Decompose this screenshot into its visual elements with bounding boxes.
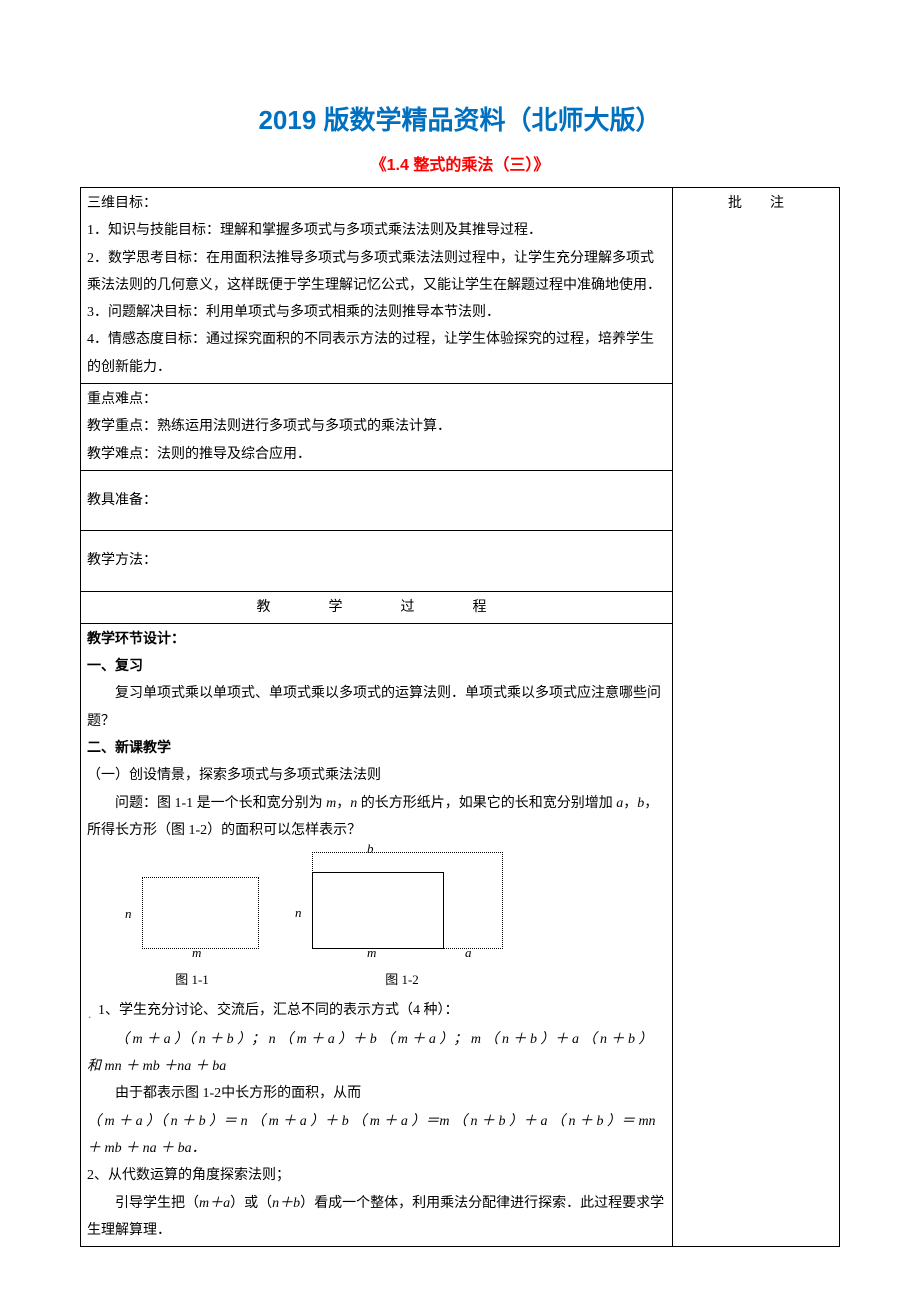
s2-heading: 二、新课教学: [87, 735, 666, 762]
annotation-header: 批 注: [728, 196, 784, 211]
figure-2-col: b n m a 图 1-2: [297, 852, 507, 992]
fig1-n-label: n: [125, 901, 132, 926]
fig2-ext-right: [442, 852, 503, 949]
text: ，: [336, 796, 350, 811]
fig1-caption: 图 1-1: [175, 967, 209, 992]
fig2-a-label: a: [465, 940, 472, 965]
method-heading: 教学方法：: [87, 553, 157, 568]
text: 问题：图 1-1 是一个长和宽分别为: [115, 796, 326, 811]
figure-2: b n m a: [297, 852, 507, 947]
keypoint-line: 教学难点：法则的推导及综合应用．: [87, 441, 666, 468]
text: ）或（: [230, 1196, 272, 1211]
expr: n＋b: [272, 1196, 300, 1211]
process-body-cell: 教学环节设计： 一、复习 复习单项式乘以单项式、单项式乘以多项式的运算法则．单项…: [81, 623, 673, 1246]
s2-paragraph: 问题：图 1-1 是一个长和宽分别为 m，n 的长方形纸片，如果它的长和宽分别增…: [87, 790, 666, 845]
table-row: 三维目标： 1．知识与技能目标：理解和掌握多项式与多项式乘法法则及其推导过程． …: [81, 188, 840, 384]
text: 1、学生充分讨论、交流后，汇总不同的表示方式（4 种）：: [98, 1003, 459, 1018]
text: 的长方形纸片，如果它的长和宽分别增加: [357, 796, 616, 811]
s2-item1-expr: （ m ＋ a ）（ n ＋ b ）； n （ m ＋ a ）＋ b （ m ＋…: [87, 1026, 666, 1081]
var-m: m: [326, 796, 336, 811]
goals-cell: 三维目标： 1．知识与技能目标：理解和掌握多项式与多项式乘法法则及其推导过程． …: [81, 188, 673, 384]
keypoint-line: 教学重点：熟练运用法则进行多项式与多项式的乘法计算．: [87, 413, 666, 440]
text: ，: [623, 796, 637, 811]
process-heading-cell: 教 学 过 程: [81, 591, 673, 623]
fig2-n-label: n: [295, 900, 302, 925]
s2-item1-p2: 由于都表示图 1-2中长方形的面积，从而: [87, 1080, 666, 1107]
figures: n m 图 1-1 b n m a: [127, 852, 666, 992]
s1-paragraph: 复习单项式乘以单项式、单项式乘以多项式的运算法则．单项式乘以多项式应注意哪些问题…: [87, 680, 666, 735]
fig2-caption: 图 1-2: [385, 967, 419, 992]
section-design: 教学环节设计：: [87, 626, 666, 653]
figure-1-col: n m 图 1-1: [127, 877, 257, 992]
s2-item1-eq: （ m ＋ a ）（ n ＋ b ）＝ n （ m ＋ a ）＋ b （ m ＋…: [87, 1108, 666, 1163]
tools-heading: 教具准备：: [87, 493, 157, 508]
goals-heading: 三维目标：: [87, 190, 666, 217]
s2-item2-p1: 引导学生把（m＋a）或（n＋b）看成一个整体，利用乘法分配律进行探索．此过程要求…: [87, 1190, 666, 1245]
tools-cell: 教具准备：: [81, 470, 673, 530]
dot-marker: ．: [87, 1008, 98, 1020]
process-heading: 教 学 过 程: [87, 594, 666, 621]
goal-line: 2．数学思考目标：在用面积法推导多项式与多项式乘法法则过程中，让学生充分理解多项…: [87, 245, 666, 300]
keypoints-cell: 重点难点： 教学重点：熟练运用法则进行多项式与多项式的乘法计算． 教学难点：法则…: [81, 384, 673, 471]
goal-line: 3．问题解决目标：利用单项式与多项式相乘的法则推导本节法则．: [87, 299, 666, 326]
goal-line: 1．知识与技能目标：理解和掌握多项式与多项式乘法法则及其推导过程．: [87, 217, 666, 244]
fig2-inner: [312, 872, 444, 949]
sub-title: 《1.4 整式的乘法（三）》: [80, 151, 840, 175]
goal-line: 4．情感态度目标：通过探究面积的不同表示方法的过程，让学生体验探究的过程，培养学…: [87, 326, 666, 381]
fig2-m-label: m: [367, 940, 376, 965]
fig1-rect: [142, 877, 259, 949]
main-title: 2019 版数学精品资料（北师大版）: [80, 100, 840, 137]
keypoints-heading: 重点难点：: [87, 386, 666, 413]
s2-item2-lead: 2、从代数运算的角度探索法则；: [87, 1162, 666, 1189]
expr: m＋a: [199, 1196, 230, 1211]
s2-item1-lead: ．1、学生充分讨论、交流后，汇总不同的表示方式（4 种）：: [87, 997, 666, 1026]
lesson-plan-table: 三维目标： 1．知识与技能目标：理解和掌握多项式与多项式乘法法则及其推导过程． …: [80, 187, 840, 1247]
s2-sub1: （一）创设情景，探索多项式与多项式乘法法则: [87, 762, 666, 789]
figure-1: n m: [127, 877, 257, 947]
method-cell: 教学方法：: [81, 531, 673, 591]
text: 引导学生把（: [115, 1196, 199, 1211]
annotation-cell: 批 注: [673, 188, 840, 1247]
s1-heading: 一、复习: [87, 653, 666, 680]
page-root: 2019 版数学精品资料（北师大版） 《1.4 整式的乘法（三）》 三维目标： …: [0, 0, 920, 1287]
fig2-ext-top: [312, 852, 443, 873]
fig1-m-label: m: [192, 940, 201, 965]
